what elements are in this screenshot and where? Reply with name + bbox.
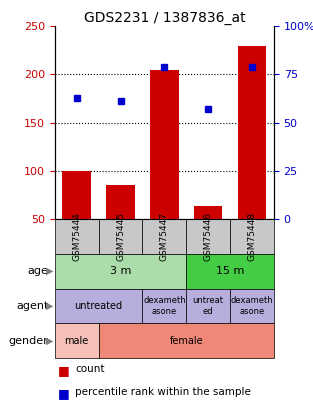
Bar — [55, 288, 142, 324]
Text: GSM75448: GSM75448 — [248, 212, 256, 261]
Text: dexameth
asone: dexameth asone — [143, 296, 186, 316]
Bar — [142, 219, 186, 254]
Bar — [238, 46, 266, 219]
Text: GSM75445: GSM75445 — [116, 212, 125, 261]
Text: untreat
ed: untreat ed — [192, 296, 224, 316]
Bar — [55, 254, 186, 288]
Bar — [99, 324, 274, 358]
Text: untreated: untreated — [74, 301, 123, 311]
Text: ■: ■ — [58, 387, 70, 400]
Text: 3 m: 3 m — [110, 266, 131, 276]
Bar — [186, 288, 230, 324]
Bar — [99, 219, 142, 254]
Text: ▶: ▶ — [46, 301, 53, 311]
Bar — [230, 219, 274, 254]
Text: ▶: ▶ — [46, 266, 53, 276]
Title: GDS2231 / 1387836_at: GDS2231 / 1387836_at — [84, 11, 245, 25]
Bar — [142, 288, 186, 324]
Text: GSM75446: GSM75446 — [204, 212, 213, 261]
Text: GSM75444: GSM75444 — [72, 212, 81, 260]
Text: count: count — [75, 364, 105, 375]
Bar — [106, 185, 135, 219]
Bar — [150, 70, 178, 219]
Text: age: age — [28, 266, 49, 276]
Text: female: female — [169, 336, 203, 346]
Bar — [194, 206, 222, 219]
Bar — [186, 219, 230, 254]
Bar — [55, 219, 99, 254]
Text: male: male — [64, 336, 89, 346]
Text: ▶: ▶ — [46, 336, 53, 346]
Bar — [186, 254, 274, 288]
Text: gender: gender — [9, 336, 49, 346]
Text: GSM75447: GSM75447 — [160, 212, 169, 261]
Text: ■: ■ — [58, 364, 70, 377]
Text: percentile rank within the sample: percentile rank within the sample — [75, 387, 251, 397]
Bar — [55, 324, 99, 358]
Text: dexameth
asone: dexameth asone — [231, 296, 273, 316]
Bar — [62, 171, 91, 219]
Bar — [230, 288, 274, 324]
Text: agent: agent — [16, 301, 49, 311]
Text: 15 m: 15 m — [216, 266, 244, 276]
